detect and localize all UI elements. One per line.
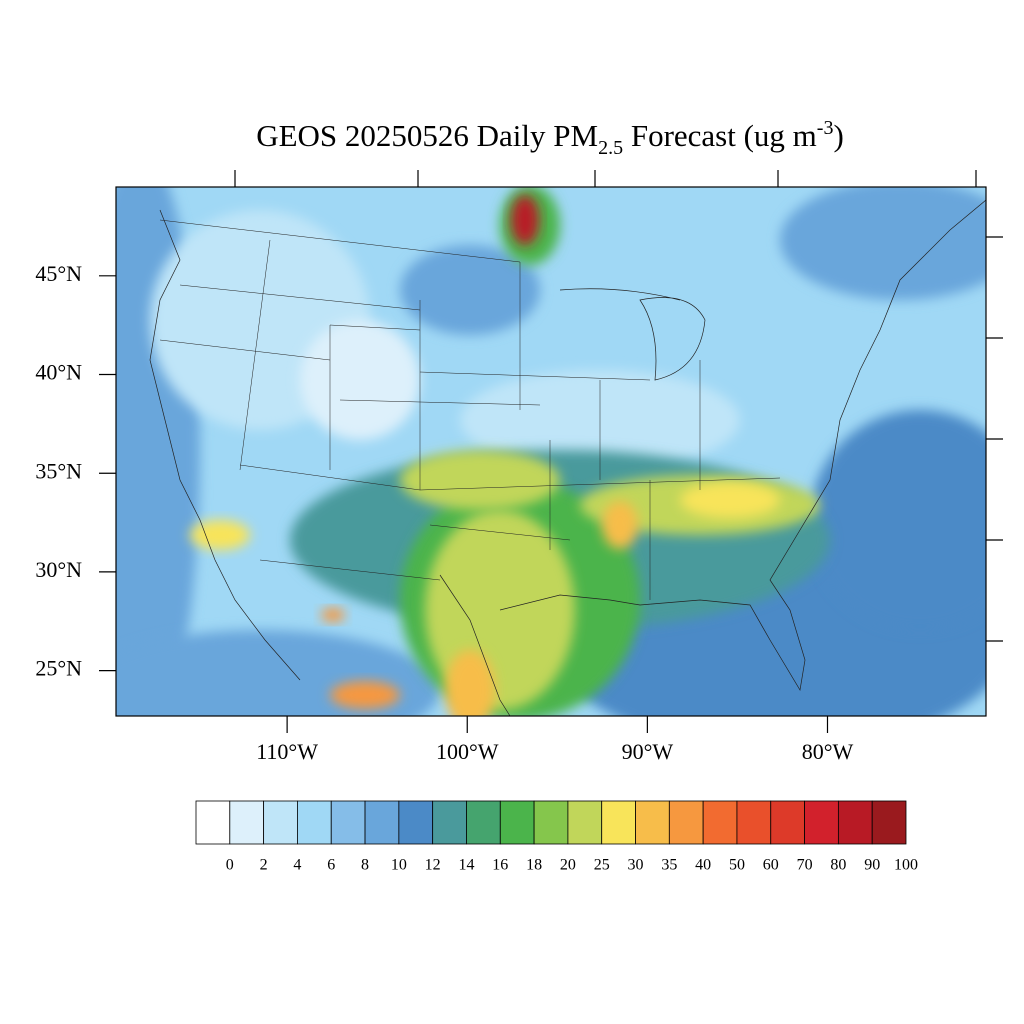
colorbar-label: 90 <box>864 857 880 874</box>
colorbar-box <box>263 800 298 845</box>
colorbar-label: 100 <box>894 857 918 874</box>
colorbar-label: 60 <box>763 857 779 874</box>
colorbar-box <box>297 800 332 845</box>
field-blob <box>400 245 540 335</box>
colorbar-label: 70 <box>797 857 813 874</box>
y-tick-label: 25°N <box>35 656 82 681</box>
colorbar-box <box>229 800 265 845</box>
frame-ticks <box>234 170 1003 642</box>
field-blob <box>400 450 560 510</box>
x-tick-label: 90°W <box>622 739 674 764</box>
colorbar-box <box>466 800 501 845</box>
colorbar-label: 14 <box>458 857 474 874</box>
coastline <box>149 209 301 681</box>
field-blob <box>300 320 420 440</box>
colorbar-box <box>432 800 467 845</box>
colorbar-box <box>668 800 704 845</box>
colorbar-box <box>330 800 366 845</box>
map-field <box>116 187 986 716</box>
field-blob <box>780 187 986 300</box>
colorbar-box <box>567 800 603 845</box>
colorbar-label: 18 <box>526 857 542 874</box>
colorbar-label: 8 <box>361 857 369 874</box>
coastline <box>439 199 986 716</box>
colorbar-box <box>871 800 907 845</box>
colorbar-box <box>195 800 231 845</box>
colorbar: 0 2 4 6 8 10 12 14 16 18 20 25 30 35 40 50 60 70 80 90 100 <box>195 800 918 874</box>
colorbar-label: 12 <box>425 857 441 874</box>
colorbar-label: 50 <box>729 857 745 874</box>
field-blob <box>511 195 539 245</box>
great-lakes <box>559 288 706 381</box>
y-tick-label: 30°N <box>35 557 82 582</box>
colorbar-label: 40 <box>695 857 711 874</box>
colorbar-box <box>533 800 569 845</box>
field-blob <box>680 482 780 518</box>
colorbar-box <box>635 800 670 845</box>
x-tick-label: 80°W <box>802 739 854 764</box>
colorbar-box <box>837 800 873 845</box>
y-tick-label: 40°N <box>35 360 82 385</box>
y-tick-label: 35°N <box>35 458 82 483</box>
title-rest: Forecast (ug m <box>623 118 817 153</box>
colorbar-box <box>770 800 805 845</box>
field-blob <box>321 608 345 622</box>
colorbar-box <box>364 800 400 845</box>
colorbar-label: 0 <box>226 857 234 874</box>
colorbar-label: 25 <box>594 857 610 874</box>
colorbar-box <box>398 800 434 845</box>
field-blob <box>602 501 638 549</box>
colorbar-box <box>601 800 636 845</box>
field-blob <box>445 650 495 716</box>
x-tick-label: 100°W <box>436 739 499 764</box>
colorbar-box <box>804 800 839 845</box>
title-sup: -3 <box>817 117 834 139</box>
colorbar-label: 4 <box>293 857 301 874</box>
colorbar-label: 30 <box>628 857 644 874</box>
colorbar-box <box>702 800 738 845</box>
y-tick-label: 45°N <box>35 261 82 286</box>
state-lines <box>159 219 781 600</box>
colorbar-label: 80 <box>830 857 846 874</box>
title-end: ) <box>833 118 843 153</box>
title-main: GEOS 20250526 Daily PM <box>256 118 598 153</box>
colorbar-box <box>499 800 535 845</box>
colorbar-label: 10 <box>391 857 407 874</box>
colorbar-label: 16 <box>492 857 508 874</box>
field-blob <box>810 410 986 630</box>
chart-title: GEOS 20250526 Daily PM2.5 Forecast (ug m… <box>256 117 844 159</box>
colorbar-label: 35 <box>661 857 677 874</box>
axes: 25°N 30°N 35°N 40°N 45°N 110°W 100°W 90°W 80°W <box>35 261 853 764</box>
field-blob <box>190 520 250 550</box>
field-blob <box>330 681 400 709</box>
title-sub: 2.5 <box>598 137 623 159</box>
boundaries <box>149 199 986 716</box>
colorbar-label: 6 <box>327 857 335 874</box>
colorbar-label: 2 <box>260 857 268 874</box>
colorbar-label: 20 <box>560 857 576 874</box>
colorbar-box <box>736 800 772 845</box>
x-tick-label: 110°W <box>256 739 318 764</box>
map-frame <box>115 186 987 717</box>
